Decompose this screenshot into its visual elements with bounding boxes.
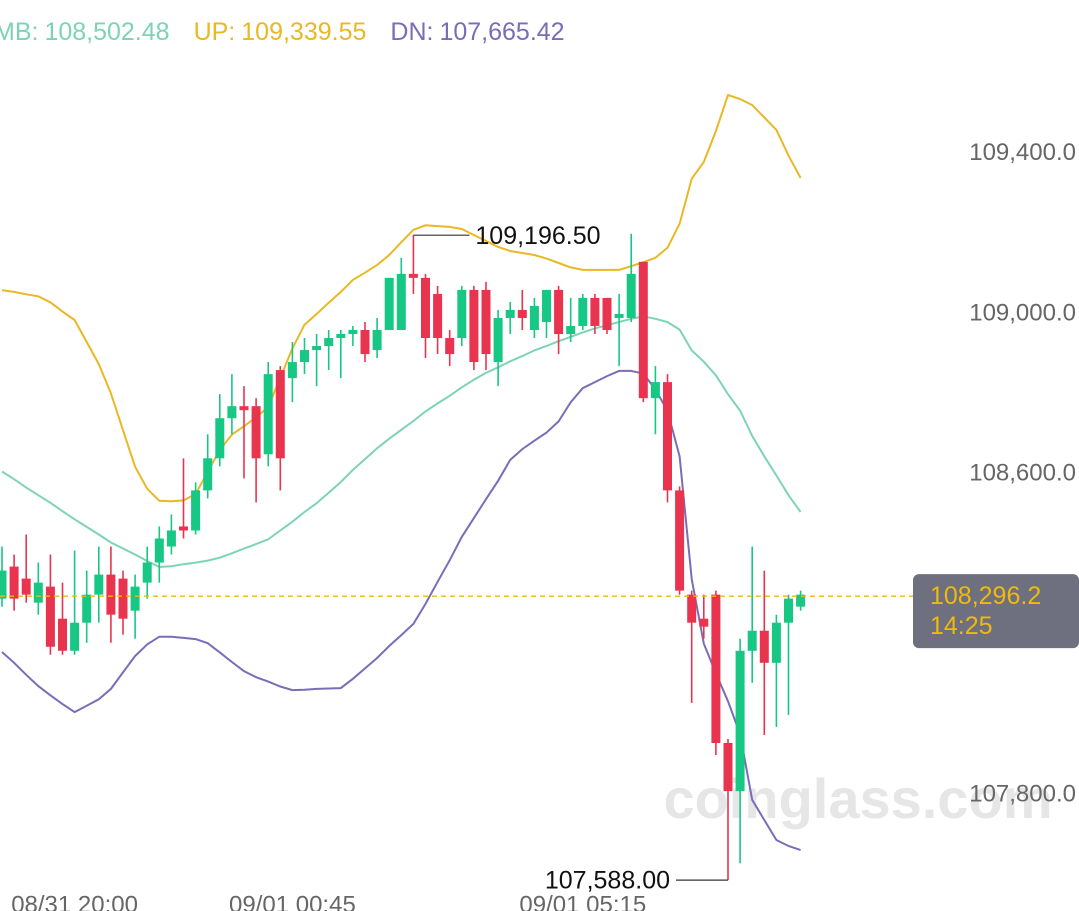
- candle-body: [239, 406, 249, 411]
- last-price-tag: [913, 574, 1079, 649]
- candle-body: [227, 406, 237, 419]
- y-tick-label: 107,800.0: [969, 780, 1076, 807]
- candle-body: [517, 309, 527, 318]
- legend-entry: UP: 109,339.55: [194, 18, 367, 46]
- candle-body: [554, 289, 564, 335]
- candle-body: [372, 329, 382, 351]
- y-tick-label: 108,600.0: [969, 460, 1076, 487]
- candle-body: [300, 350, 309, 363]
- candle-body: [21, 578, 31, 595]
- candle-body: [529, 305, 539, 330]
- candle-body: [0, 570, 7, 599]
- candle-body: [70, 622, 80, 651]
- candle-body: [590, 297, 600, 326]
- countdown: 14:25: [930, 612, 993, 640]
- band-line: [1, 93, 802, 503]
- candle-body: [542, 289, 551, 322]
- candle-body: [747, 630, 757, 651]
- candle-body: [735, 650, 745, 792]
- y-tick-label: 109,000.0: [969, 299, 1076, 326]
- candle-body: [251, 406, 261, 459]
- candle-body: [723, 742, 733, 792]
- legend-value: 107,665.42: [439, 18, 565, 46]
- candle-body: [275, 370, 285, 459]
- candle-body: [493, 317, 503, 363]
- candle-body: [699, 618, 709, 627]
- last-price-label: 108,296.2: [930, 582, 1041, 610]
- legend-value: 108,502.48: [44, 18, 170, 46]
- x-tick-label: 09/01 05:15: [519, 891, 646, 911]
- candle-body: [711, 594, 721, 743]
- candle-body: [602, 297, 612, 330]
- candle-body: [421, 277, 430, 339]
- candle-body: [396, 273, 406, 330]
- candle-body: [324, 338, 334, 347]
- candle-body: [614, 313, 624, 318]
- band-line: [1, 315, 802, 569]
- candle-body: [45, 586, 55, 647]
- candle-body: [336, 334, 346, 339]
- candle-body: [287, 362, 297, 379]
- candle-body: [348, 329, 358, 335]
- candle-body: [759, 630, 769, 663]
- legend-entry: DN: 107,665.42: [390, 18, 564, 46]
- candle-body: [142, 562, 152, 583]
- candle-body: [312, 346, 322, 351]
- candle-body: [408, 273, 418, 278]
- candle-body: [106, 574, 116, 615]
- candle-body: [469, 289, 479, 363]
- candle-body: [33, 582, 43, 603]
- candle-body: [626, 273, 636, 318]
- max-label: 109,196.50: [475, 222, 600, 250]
- candle-body: [360, 329, 370, 355]
- candle-body: [771, 622, 781, 663]
- candle-body: [215, 418, 225, 459]
- x-tick-label: 09/01 00:45: [229, 891, 356, 911]
- candle-body: [191, 490, 201, 531]
- legend-name: DN:: [390, 18, 434, 46]
- candle-body: [796, 594, 806, 607]
- candle-body: [638, 261, 648, 399]
- candle-body: [166, 530, 176, 547]
- candle-body: [566, 325, 576, 335]
- candle-body: [94, 574, 104, 595]
- min-label: 107,588.00: [545, 867, 670, 895]
- candle-body: [650, 382, 660, 399]
- candle-body: [445, 338, 455, 355]
- legend: MB: 108,502.48 UP: 109,339.55 DN: 107,665.42: [0, 18, 589, 47]
- candle-body: [457, 289, 467, 339]
- candle-body: [675, 490, 685, 591]
- candle-body: [384, 277, 394, 330]
- candle-body: [481, 289, 491, 355]
- candle-body: [9, 566, 19, 599]
- legend-entry: MB: 108,502.48: [0, 18, 170, 46]
- candle-body: [784, 598, 793, 623]
- candle-body: [179, 526, 188, 531]
- candle-body: [663, 382, 672, 491]
- candle-body: [505, 309, 515, 318]
- y-tick-label: 109,400.0: [969, 139, 1076, 166]
- candle-body: [82, 594, 92, 623]
- legend-name: MB:: [0, 18, 39, 46]
- candle-body: [130, 586, 140, 611]
- candle-body: [118, 578, 128, 619]
- legend-name: UP:: [193, 18, 236, 46]
- candle-body: [58, 618, 67, 651]
- candle-body: [433, 293, 443, 339]
- candle-body: [687, 594, 697, 623]
- candle-body: [578, 297, 588, 326]
- candle-body: [154, 538, 164, 563]
- x-tick-label: 08/31 20:00: [11, 891, 138, 911]
- candle-body: [263, 374, 273, 455]
- legend-value: 109,339.55: [241, 18, 367, 46]
- candle-body: [203, 458, 213, 491]
